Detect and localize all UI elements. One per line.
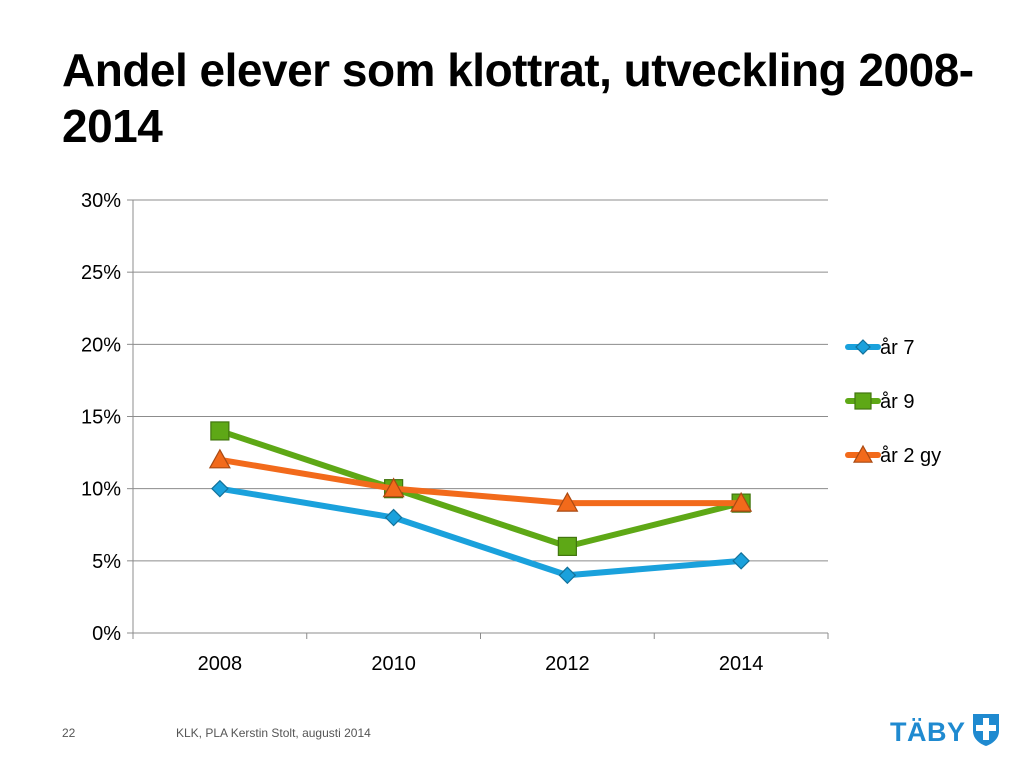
square-marker [210,421,230,441]
legend-item: år 7 [845,337,914,359]
series-line [216,427,745,550]
legend-item: år 2 gy [845,444,941,467]
series-line [216,485,745,579]
legend-label: år 2 gy [880,445,941,467]
chart-gridlines [133,199,828,562]
y-tick-label: 10% [81,479,121,501]
triangle-marker [852,444,874,463]
series-triangle [208,448,753,512]
footer-credit: KLK, PLA Kerstin Stolt, augusti 2014 [176,726,371,740]
diamond-marker [855,339,871,355]
series-line [216,456,745,507]
y-tick-label: 15% [81,407,121,429]
diamond-marker [211,479,229,498]
chart-legend: år 7 år 9 år 2 gy [845,337,941,467]
triangle-marker [730,491,753,512]
page-title: Andel elever som klottrat, utveckling 20… [62,44,974,152]
square-marker [557,536,577,557]
logo-text: TÄBY [890,716,966,747]
taby-logo: TÄBY [890,713,1000,751]
triangle-marker [556,491,579,512]
y-tick-label: 30% [81,190,121,212]
legend-item: år 9 [845,391,914,413]
y-tick-label: 5% [92,551,121,573]
x-tick-label: 2010 [371,653,416,675]
legend-label: år 7 [880,337,914,359]
y-tick-label: 25% [81,262,121,284]
diamond-marker [732,551,750,570]
y-tick-label: 0% [92,623,121,645]
chart-axes: 0% 5% 10% 15% 20% 25% 30% 2008 2010 2012 2014 [81,190,829,675]
series-square [210,421,751,557]
diamond-marker [558,566,577,585]
x-tick-label: 2014 [719,653,764,675]
legend-label: år 9 [880,391,914,413]
series-diamond [211,479,750,585]
chart-series [208,421,753,585]
x-tick-label: 2012 [545,653,590,675]
shield-cross-icon [972,713,1000,752]
triangle-marker [208,448,231,469]
triangle-marker [382,477,405,498]
square-marker [854,392,872,410]
page-number: 22 [62,726,76,740]
y-tick-label: 20% [81,334,121,356]
x-tick-label: 2008 [198,653,243,675]
diamond-marker [384,508,403,527]
